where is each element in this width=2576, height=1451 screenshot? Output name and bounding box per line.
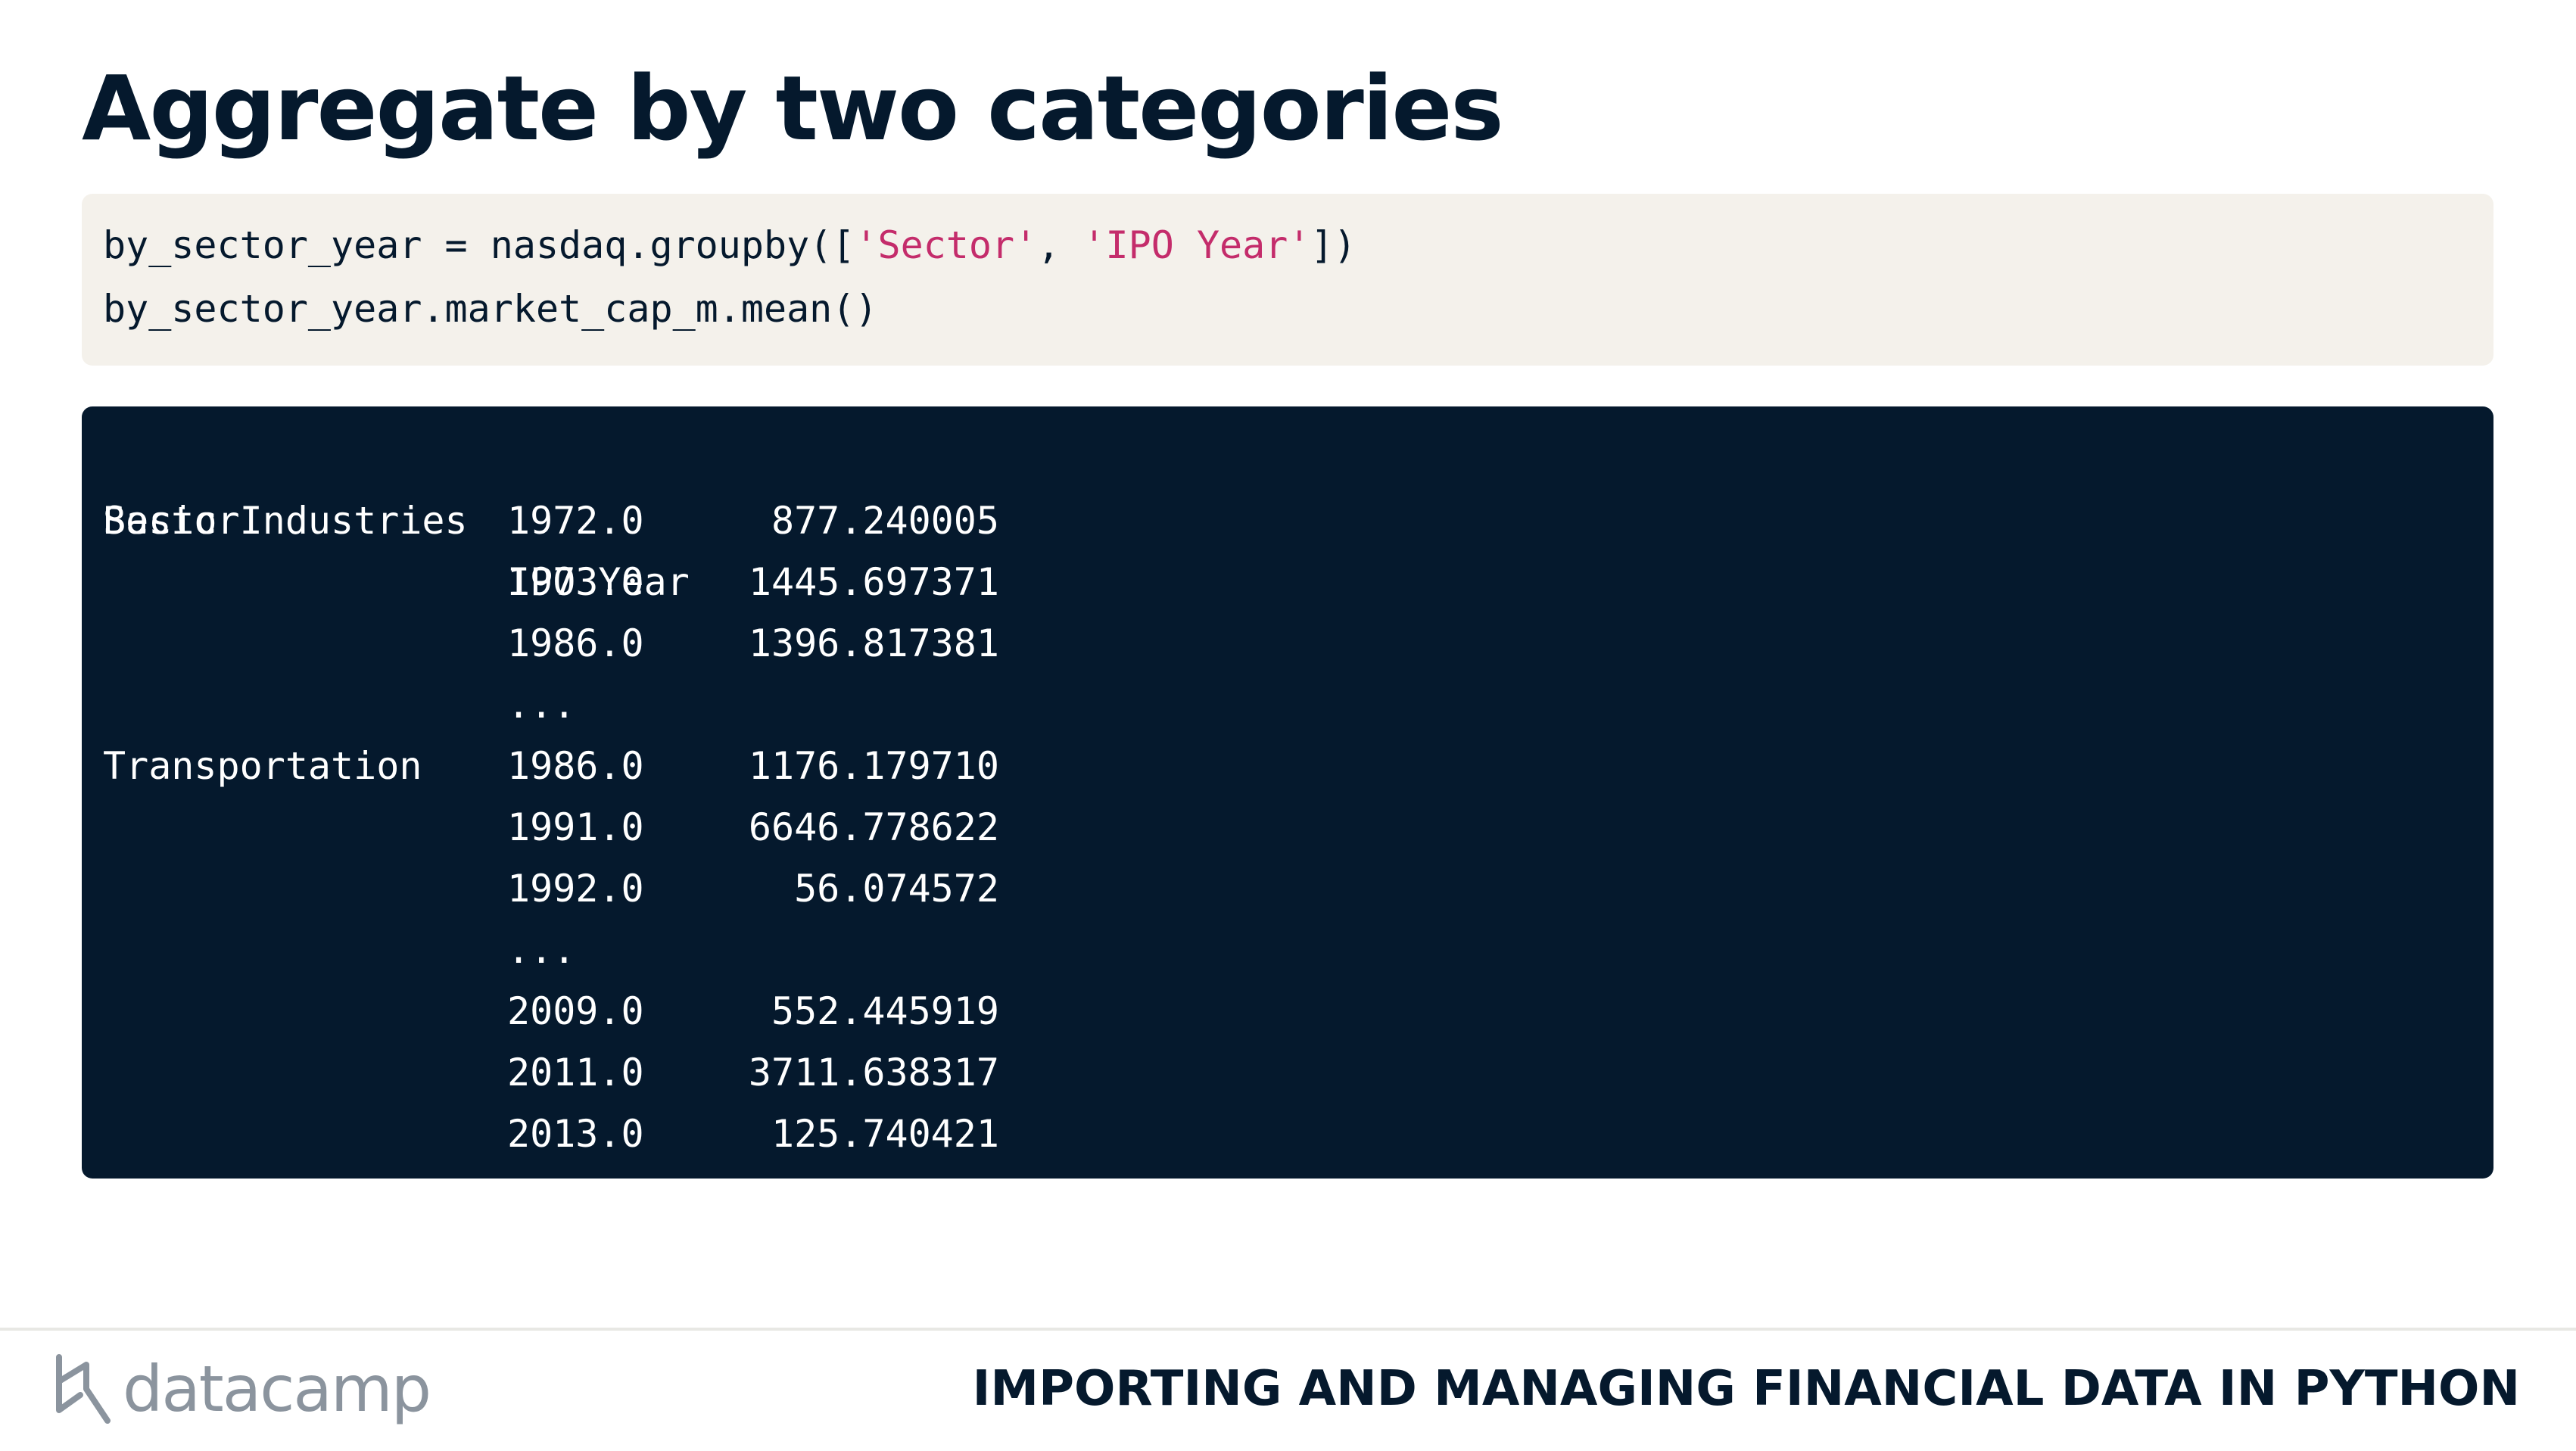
code-block: by_sector_year = nasdaq.groupby(['Sector… bbox=[82, 194, 2493, 366]
row-ipo-year: 2013.0 bbox=[507, 1112, 644, 1156]
row-sector: Basic Industries bbox=[103, 499, 468, 543]
output-header-row: Sector IPO Year bbox=[103, 429, 2493, 604]
datacamp-wordmark: datacamp bbox=[123, 1352, 431, 1426]
slide-title: Aggregate by two categories bbox=[82, 56, 1504, 160]
row-ipo-year: ... bbox=[507, 683, 576, 727]
row-ipo-year: 1972.0 bbox=[507, 499, 644, 543]
row-market-cap-mean: 1445.697371 bbox=[748, 560, 999, 604]
code-text: ]) bbox=[1310, 223, 1357, 267]
row-market-cap-mean: 1396.817381 bbox=[748, 621, 999, 665]
row-market-cap-mean: 3711.638317 bbox=[748, 1051, 999, 1094]
code-text: , bbox=[1037, 223, 1083, 267]
header-ipo-year: IPO Year bbox=[507, 560, 690, 604]
output-row: 1986.0 1396.817381 bbox=[103, 613, 2493, 674]
row-ipo-year: 1973.0 bbox=[507, 560, 644, 604]
output-row: Basic Industries 1972.0 877.240005 bbox=[103, 490, 2493, 552]
row-ipo-year: 2011.0 bbox=[507, 1051, 644, 1094]
code-line-2: by_sector_year.market_cap_m.mean() bbox=[103, 287, 878, 331]
row-ipo-year: 2009.0 bbox=[507, 989, 644, 1033]
output-row: 1992.0 56.074572 bbox=[103, 858, 2493, 920]
output-row: ... bbox=[103, 674, 2493, 736]
datacamp-logo: datacamp bbox=[53, 1347, 431, 1431]
output-row: Transportation 1986.0 1176.179710 bbox=[103, 736, 2493, 797]
row-ipo-year: 1991.0 bbox=[507, 805, 644, 849]
output-row: 1991.0 6646.778622 bbox=[103, 797, 2493, 858]
row-ipo-year: ... bbox=[507, 928, 576, 972]
output-row: 1973.0 1445.697371 bbox=[103, 552, 2493, 613]
row-market-cap-mean: 6646.778622 bbox=[748, 805, 999, 849]
code-string: 'Sector' bbox=[855, 223, 1038, 267]
output-row: 2011.0 3711.638317 bbox=[103, 1042, 2493, 1104]
row-sector: Transportation bbox=[103, 744, 422, 788]
code-line-1: by_sector_year = nasdaq.groupby(['Sector… bbox=[103, 213, 2493, 277]
row-ipo-year: 1986.0 bbox=[507, 744, 644, 788]
output-rows: Basic Industries 1972.0 877.240005 1973.0 14… bbox=[103, 490, 2493, 1165]
output-row: 2013.0 125.740421 bbox=[103, 1104, 2493, 1165]
row-market-cap-mean: 125.740421 bbox=[771, 1112, 999, 1156]
output-block: Sector IPO Year Basic Industries 1972.0 87… bbox=[82, 406, 2493, 1179]
row-market-cap-mean: 1176.179710 bbox=[748, 744, 999, 788]
code-text: by_sector_year = nasdaq.groupby([ bbox=[103, 223, 855, 267]
footer-divider bbox=[0, 1328, 2576, 1331]
output-row: ... bbox=[103, 920, 2493, 981]
row-ipo-year: 1992.0 bbox=[507, 867, 644, 911]
row-market-cap-mean: 552.445919 bbox=[771, 989, 999, 1033]
output-row: 2009.0 552.445919 bbox=[103, 981, 2493, 1042]
datacamp-logo-icon bbox=[56, 1354, 111, 1424]
row-ipo-year: 1986.0 bbox=[507, 621, 644, 665]
row-market-cap-mean: 877.240005 bbox=[771, 499, 999, 543]
row-market-cap-mean: 56.074572 bbox=[794, 867, 999, 911]
header-sector: Sector bbox=[103, 499, 240, 543]
course-title: IMPORTING AND MANAGING FINANCIAL DATA IN… bbox=[972, 1361, 2520, 1417]
code-string: 'IPO Year' bbox=[1082, 223, 1311, 267]
